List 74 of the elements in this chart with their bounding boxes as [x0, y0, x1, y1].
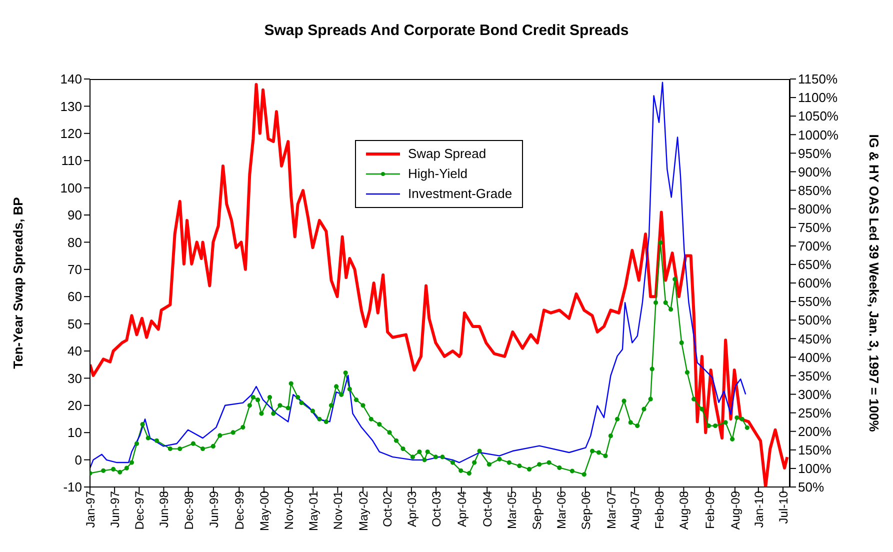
y2-tick-label: 50% — [798, 480, 824, 495]
y2-tick-label: 200% — [798, 424, 832, 439]
y2-tick-label: 650% — [798, 257, 832, 272]
x-tick-label: Jun-97 — [108, 490, 122, 528]
y2-tick-label: 1100% — [798, 90, 838, 106]
x-tick-label: Jun-98 — [157, 490, 172, 528]
y-tick-label: 0 — [74, 452, 82, 468]
x-tick-label: Sep-06 — [578, 490, 593, 530]
legend-label: Investment-Grade — [408, 185, 512, 203]
x-tick-label: Dec-97 — [132, 490, 147, 530]
x-tick-label: Oct-03 — [430, 490, 444, 528]
x-tick-label: Oct-04 — [480, 490, 495, 528]
x-tick-label: Nov-01 — [331, 490, 346, 530]
x-tick-label: Jul-10 — [776, 490, 790, 524]
x-tick-label: Aug-08 — [677, 490, 692, 530]
y2-tick-label: 300% — [798, 386, 832, 402]
y-tick-label: 50 — [68, 316, 82, 332]
x-tick-label: Oct-02 — [380, 490, 394, 528]
y2-tick-label: 700% — [798, 238, 832, 254]
y2-tick-label: 800% — [798, 201, 832, 216]
y2-tick-label: 750% — [798, 220, 832, 235]
y-axis-title: Ten-Year Swap Spreads, BP — [10, 196, 26, 369]
y-tick-label: 70 — [68, 262, 82, 278]
y2-tick-label: 500% — [798, 312, 832, 328]
x-tick-label: Feb-08 — [652, 490, 667, 530]
x-tick-label: Dec-99 — [232, 490, 247, 530]
y2-tick-label: 350% — [798, 368, 832, 384]
x-tick-label: Aug-09 — [728, 490, 742, 530]
x-tick-label: Apr-03 — [404, 490, 419, 528]
y-tick-label: 10 — [68, 425, 82, 440]
chart-title: Swap Spreads And Corporate Bond Credit Spreads — [263, 22, 630, 39]
x-tick-label: May-01 — [306, 490, 321, 532]
y2-tick-label: 1150% — [798, 72, 838, 87]
x-tick-label: May-02 — [356, 490, 370, 532]
y-tick-label: 120 — [60, 126, 82, 142]
y2-axis-title: IG & HY OAS Led 39 Weeks, Jan. 3, 1997 = 100% — [866, 134, 882, 432]
y2-tick-label: 100% — [798, 461, 832, 476]
x-tick-label: Jun-99 — [206, 490, 221, 528]
y-tick-label: 90 — [68, 208, 82, 223]
x-tick-label: May-00 — [258, 490, 272, 532]
y-tick-label: 100 — [60, 180, 82, 196]
x-tick-label: Aug-07 — [628, 490, 642, 530]
y2-tick-label: 550% — [798, 294, 832, 310]
y-tick-label: -10 — [63, 480, 82, 495]
y2-tick-label: 950% — [798, 146, 832, 161]
y2-tick-label: 1000% — [798, 127, 839, 142]
legend-label: Swap Spread — [408, 145, 486, 163]
y-tick-label: 40 — [68, 344, 82, 359]
y-tick-label: 80 — [68, 234, 82, 250]
y-tick-label: 20 — [68, 398, 82, 414]
y2-tick-label: 600% — [798, 276, 832, 291]
x-tick-label: Mar-07 — [604, 490, 618, 530]
x-tick-label: Jan-10 — [752, 490, 766, 528]
x-tick-label: Jan-97 — [84, 490, 98, 528]
y2-tick-label: 150% — [798, 442, 832, 458]
y-tick-label: 110 — [61, 153, 82, 168]
x-tick-label: Sep-05 — [530, 490, 544, 530]
x-tick-label: Nov-00 — [282, 490, 296, 530]
x-tick-label: Mar-06 — [554, 490, 568, 530]
legend-label: High-Yield — [408, 165, 468, 183]
x-tick-label: Apr-04 — [454, 490, 469, 528]
y-tick-label: 30 — [68, 370, 82, 386]
x-tick-label: Mar-05 — [505, 490, 520, 530]
y-tick-label: 140 — [60, 72, 82, 87]
y2-tick-label: 850% — [798, 182, 832, 198]
x-tick-label: Dec-98 — [182, 490, 196, 530]
y2-tick-label: 1050% — [798, 108, 839, 124]
y2-tick-label: 450% — [798, 331, 832, 346]
y2-tick-label: 250% — [798, 405, 832, 420]
y-tick-label: 60 — [68, 289, 82, 304]
y2-tick-label: 400% — [798, 350, 832, 365]
y2-tick-label: 900% — [798, 164, 832, 180]
x-tick-label: Feb-09 — [703, 490, 718, 530]
y-tick-label: 130 — [60, 98, 82, 114]
